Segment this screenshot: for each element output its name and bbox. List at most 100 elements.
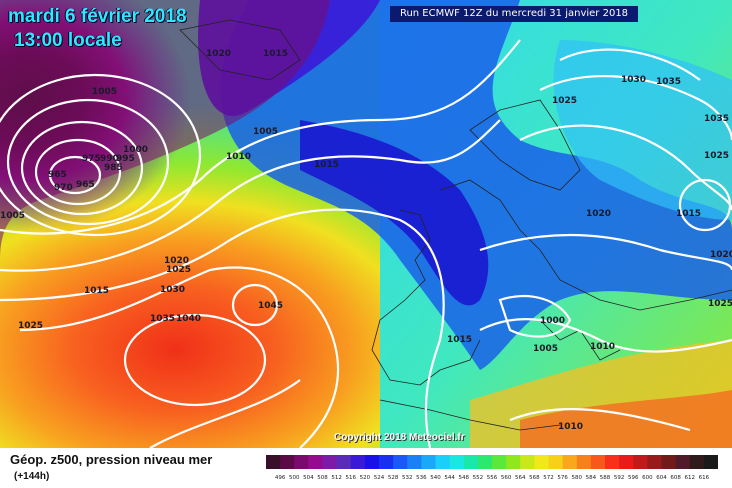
pressure-map: 1020 1015 1005 1005 1000 975 990 995 985…: [0, 0, 732, 448]
legend-swatch: [520, 455, 535, 469]
legend-swatch: [350, 455, 366, 469]
map-africa-warm: [520, 390, 732, 448]
legend-swatch: [463, 455, 479, 469]
pressure-label: 1000: [540, 316, 565, 326]
pressure-label: 1025: [704, 151, 729, 161]
legend-value: 532: [402, 475, 413, 481]
legend-swatch: [421, 455, 437, 469]
copyright-text: Copyright 2018 Meteociel.fr: [334, 432, 465, 443]
legend-swatch: [322, 455, 338, 469]
legend-swatch: [336, 455, 352, 469]
legend-swatch: [364, 455, 380, 469]
map-title: Géop. z500, pression niveau mer: [10, 452, 213, 467]
legend-swatch: [548, 455, 564, 469]
legend-value: 564: [515, 475, 526, 481]
pressure-label: 1025: [18, 321, 43, 331]
pressure-label: 1040: [176, 314, 201, 324]
legend-value: 544: [444, 475, 455, 481]
pressure-label: 1015: [676, 209, 701, 219]
pressure-label: 1045: [258, 301, 283, 311]
pressure-label: 1025: [552, 96, 577, 106]
pressure-label: 1030: [621, 75, 646, 85]
isobars: [0, 39, 732, 448]
map-northwest-magenta: [0, 0, 330, 260]
pressure-label: 1010: [226, 152, 251, 162]
legend-value: 616: [699, 475, 710, 481]
legend-value: 596: [628, 475, 639, 481]
legend-swatch: [308, 455, 324, 469]
legend-value: 576: [557, 475, 568, 481]
legend-swatch: [534, 455, 550, 469]
pressure-label: 1025: [166, 265, 191, 275]
map-east-high: [553, 40, 732, 220]
legend-swatch: [689, 455, 705, 469]
pressure-label: 965: [76, 180, 95, 190]
pressure-label: 1035: [704, 114, 729, 124]
color-legend: 496 500 504 508 512 516 520 524 528 532 536 540 544 5…: [266, 455, 718, 481]
legend-value: 584: [586, 475, 597, 481]
model-run-info: Run ECMWF 12Z du mercredi 31 janvier 201…: [390, 6, 638, 22]
legend-swatch: [449, 455, 465, 469]
legend-value: 504: [303, 475, 314, 481]
legend-value: 612: [685, 475, 696, 481]
legend-swatch: [619, 455, 634, 469]
pressure-label: 1035: [150, 314, 175, 324]
legend-value: 548: [459, 475, 470, 481]
legend-value: 568: [529, 475, 540, 481]
legend-swatch: [492, 455, 507, 469]
legend-swatch: [562, 455, 578, 469]
legend-swatch: [393, 455, 408, 469]
legend-value: 552: [473, 475, 484, 481]
pressure-label: 1000: [123, 145, 148, 155]
legend-value: 516: [346, 475, 357, 481]
legend-value: 536: [416, 475, 427, 481]
pressure-label: 1010: [590, 342, 615, 352]
pressure-label: 1005: [253, 127, 278, 137]
pressure-label: 1020: [164, 256, 189, 266]
pressure-label: 965: [48, 170, 67, 180]
legend-swatch: [576, 455, 592, 469]
pressure-label: 1030: [160, 285, 185, 295]
legend-swatch: [605, 455, 620, 469]
legend-swatch: [703, 455, 718, 469]
legend-swatch: [661, 455, 677, 469]
forecast-time: 13:00 locale: [14, 30, 122, 51]
legend-swatch: [675, 455, 691, 469]
legend-swatch: [590, 455, 606, 469]
pressure-labels: 1020 1015 1005 1005 1000 975 990 995 985…: [0, 49, 732, 432]
legend-value: 524: [374, 475, 385, 481]
legend-swatch: [633, 455, 648, 469]
legend-value: 608: [670, 475, 681, 481]
pressure-label: 985: [104, 163, 123, 173]
pressure-label: 1015: [84, 286, 109, 296]
pressure-label: 1005: [92, 87, 117, 97]
pressure-label: 975: [82, 154, 101, 164]
legend-value: 572: [543, 475, 554, 481]
legend-value: 520: [360, 475, 371, 481]
pressure-label: 1015: [314, 160, 339, 170]
legend-value: 600: [642, 475, 653, 481]
legend-value: 528: [388, 475, 399, 481]
legend-value: 560: [501, 475, 512, 481]
pressure-label: 1020: [206, 49, 231, 59]
legend-swatch: [294, 455, 309, 469]
legend-swatch: [477, 455, 493, 469]
pressure-label: 1015: [263, 49, 288, 59]
legend-swatch: [435, 455, 451, 469]
legend-swatch: [407, 455, 422, 469]
pressure-label: 995: [116, 154, 135, 164]
legend-swatch: [266, 455, 281, 469]
pressure-label: 1020: [586, 209, 611, 219]
pressure-label: 990: [100, 154, 119, 164]
legend-value: 512: [331, 475, 342, 481]
legend-value: 588: [600, 475, 611, 481]
legend-swatch: [506, 455, 521, 469]
legend-value: 540: [430, 475, 441, 481]
pressure-label: 1005: [533, 344, 558, 354]
forecast-offset: (+144h): [14, 471, 50, 482]
legend-value: 496: [275, 475, 286, 481]
legend-value: 604: [656, 475, 667, 481]
pressure-label: 970: [54, 183, 73, 193]
legend-swatch: [379, 455, 394, 469]
